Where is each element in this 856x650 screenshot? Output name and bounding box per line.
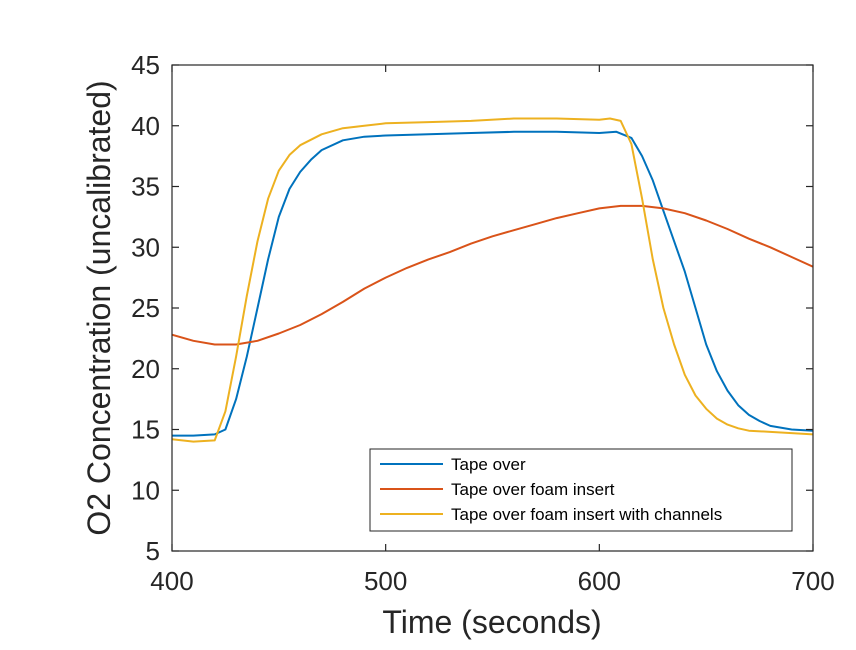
- legend: Tape over Tape over foam insert Tape over …: [369, 448, 793, 532]
- series-layer: [172, 117, 813, 443]
- x-tick-label: 700: [791, 566, 834, 596]
- series-line-1: [172, 130, 813, 437]
- y-tick-label: 40: [131, 111, 160, 141]
- y-tick-label: 20: [131, 354, 160, 384]
- y-tick-label: 35: [131, 172, 160, 202]
- y-tick-label: 10: [131, 475, 160, 505]
- y-tick-label: 5: [146, 536, 160, 566]
- y-tick-label: 25: [131, 293, 160, 323]
- x-tick-label: 500: [364, 566, 407, 596]
- y-tick-label: 45: [131, 50, 160, 80]
- series-line-2: [172, 204, 813, 346]
- y-tick-label: 15: [131, 415, 160, 445]
- ticks-layer: 400 500 600 700 5 10 15 20 25 30 35 40 45: [131, 50, 835, 596]
- y-tick-label: 30: [131, 232, 160, 262]
- y-axis-label: O2 Concentration (uncalibrated): [81, 80, 117, 535]
- legend-label-1: Tape over: [451, 455, 526, 474]
- x-tick-label: 400: [150, 566, 193, 596]
- x-axis-label: Time (seconds): [382, 604, 601, 640]
- legend-label-2: Tape over foam insert: [451, 480, 615, 499]
- legend-label-3: Tape over foam insert with channels: [451, 505, 722, 524]
- series-line-3: [172, 117, 813, 443]
- legend-entries: Tape over Tape over foam insert Tape over …: [380, 455, 722, 524]
- x-tick-label: 600: [578, 566, 621, 596]
